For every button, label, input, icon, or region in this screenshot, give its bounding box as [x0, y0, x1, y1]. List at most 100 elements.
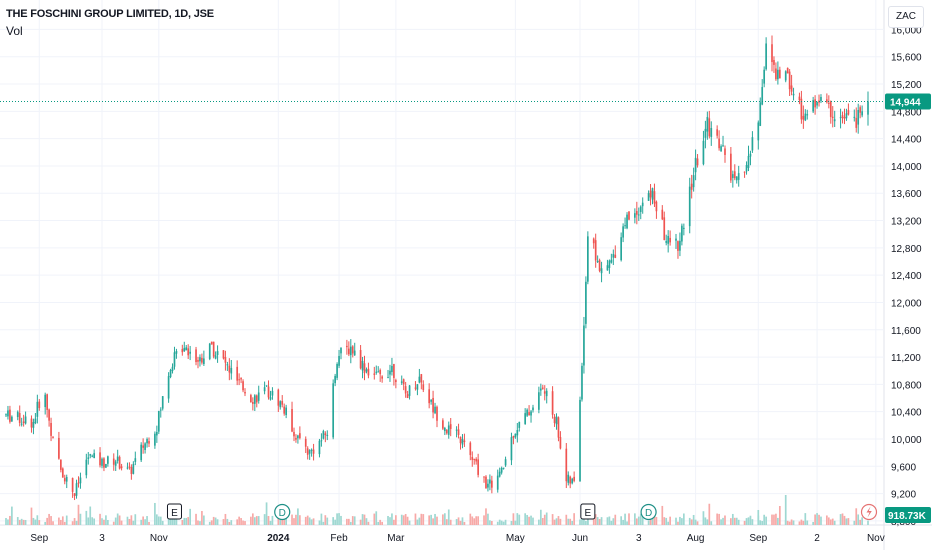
candle-body [675, 238, 677, 241]
volume-bar [269, 520, 272, 525]
candle-body [653, 191, 656, 204]
candle-body [318, 440, 321, 455]
volume-bar [120, 520, 123, 525]
candle-body [565, 448, 568, 482]
candle-body [573, 476, 575, 481]
candle-body [731, 174, 734, 178]
volume-bar [265, 502, 268, 525]
candle-body [496, 475, 499, 490]
candle-body [347, 348, 350, 355]
volume-bar [639, 513, 642, 525]
candle-body [324, 433, 327, 436]
volume-bar [281, 519, 284, 525]
volume-bar [745, 518, 748, 525]
volume-bar [812, 521, 814, 525]
volume-bar [816, 513, 818, 525]
volume-bar [105, 515, 107, 525]
x-tick-label: Sep [30, 533, 48, 544]
candle-body [445, 429, 448, 434]
candle-body [75, 483, 78, 496]
volume-bar [418, 517, 421, 525]
candle-body [596, 261, 599, 263]
candle-body [861, 111, 863, 116]
candle-body [867, 101, 869, 115]
candle-body [144, 443, 146, 450]
candle-body [416, 384, 419, 390]
candle-body [620, 237, 623, 261]
volume-bar [555, 518, 558, 525]
volume-bar [463, 521, 466, 525]
volume-bar [436, 516, 438, 525]
volume-bar [263, 514, 266, 525]
candle-body [841, 115, 844, 118]
candle-body [236, 366, 239, 381]
candle-body [48, 409, 50, 421]
volume-bar [655, 516, 658, 525]
volume-bar [665, 517, 668, 525]
volume-bar [443, 513, 446, 525]
candle-body [389, 370, 391, 375]
candle-body [187, 348, 190, 356]
volume-bar [690, 519, 693, 525]
volume-bar [336, 513, 338, 525]
volume-bar [46, 517, 48, 525]
candle-body [295, 437, 297, 440]
volume-bar [279, 518, 282, 525]
volume-bar [253, 517, 256, 525]
volume-bar [761, 520, 764, 525]
x-tick-label: Feb [330, 533, 348, 544]
chart-title: THE FOSCHINI GROUP LIMITED, 1D, JSE [6, 8, 214, 20]
candle-body [312, 449, 315, 454]
volume-bar [250, 516, 252, 525]
candle-body [843, 117, 846, 119]
volume-bar [696, 521, 699, 525]
candle-body [826, 99, 828, 103]
volume-bar [395, 515, 397, 525]
candle-body [159, 409, 162, 411]
candle-body [9, 409, 11, 422]
volume-bar [857, 514, 860, 525]
candle-body [11, 416, 13, 422]
candle-body [297, 435, 299, 439]
candle-body [361, 360, 364, 371]
volume-bar [103, 519, 105, 525]
candle-body [471, 456, 474, 460]
y-tick-label: 10,400 [891, 408, 922, 419]
volume-bar [526, 514, 528, 525]
volume-bar [5, 518, 7, 525]
candle-body [277, 389, 280, 406]
volume-bar [242, 520, 244, 525]
volume-bar [48, 513, 50, 525]
candle-body [798, 96, 801, 100]
candle-body [724, 148, 726, 155]
candle-body [340, 348, 342, 354]
volume-bar [524, 513, 527, 525]
y-tick-label: 15,600 [891, 53, 922, 64]
candle-body [853, 116, 856, 118]
candle-body [622, 226, 624, 238]
volume-bar [299, 515, 301, 525]
y-tick-label: 11,200 [891, 353, 921, 364]
volume-bar [126, 516, 129, 525]
x-tick-label: Jun [572, 533, 588, 544]
candle-body [730, 153, 732, 181]
candle-body [745, 165, 748, 172]
volume-bar [58, 517, 60, 525]
volume-bar [818, 514, 820, 525]
volume-bar [565, 514, 568, 525]
volume-bar [532, 517, 534, 525]
candle-body [804, 113, 807, 121]
volume-bar [391, 513, 393, 525]
candle-body [655, 201, 658, 212]
y-tick-label: 13,200 [891, 217, 922, 228]
candle-body [373, 373, 376, 375]
candle-body [800, 98, 803, 120]
candle-body [539, 388, 542, 391]
volume-bar [363, 514, 366, 525]
currency-button[interactable]: ZAC [888, 6, 924, 28]
volume-bar [312, 518, 315, 525]
volume-bar [428, 515, 431, 525]
volume-bar [841, 513, 844, 525]
candle-body [197, 360, 199, 362]
